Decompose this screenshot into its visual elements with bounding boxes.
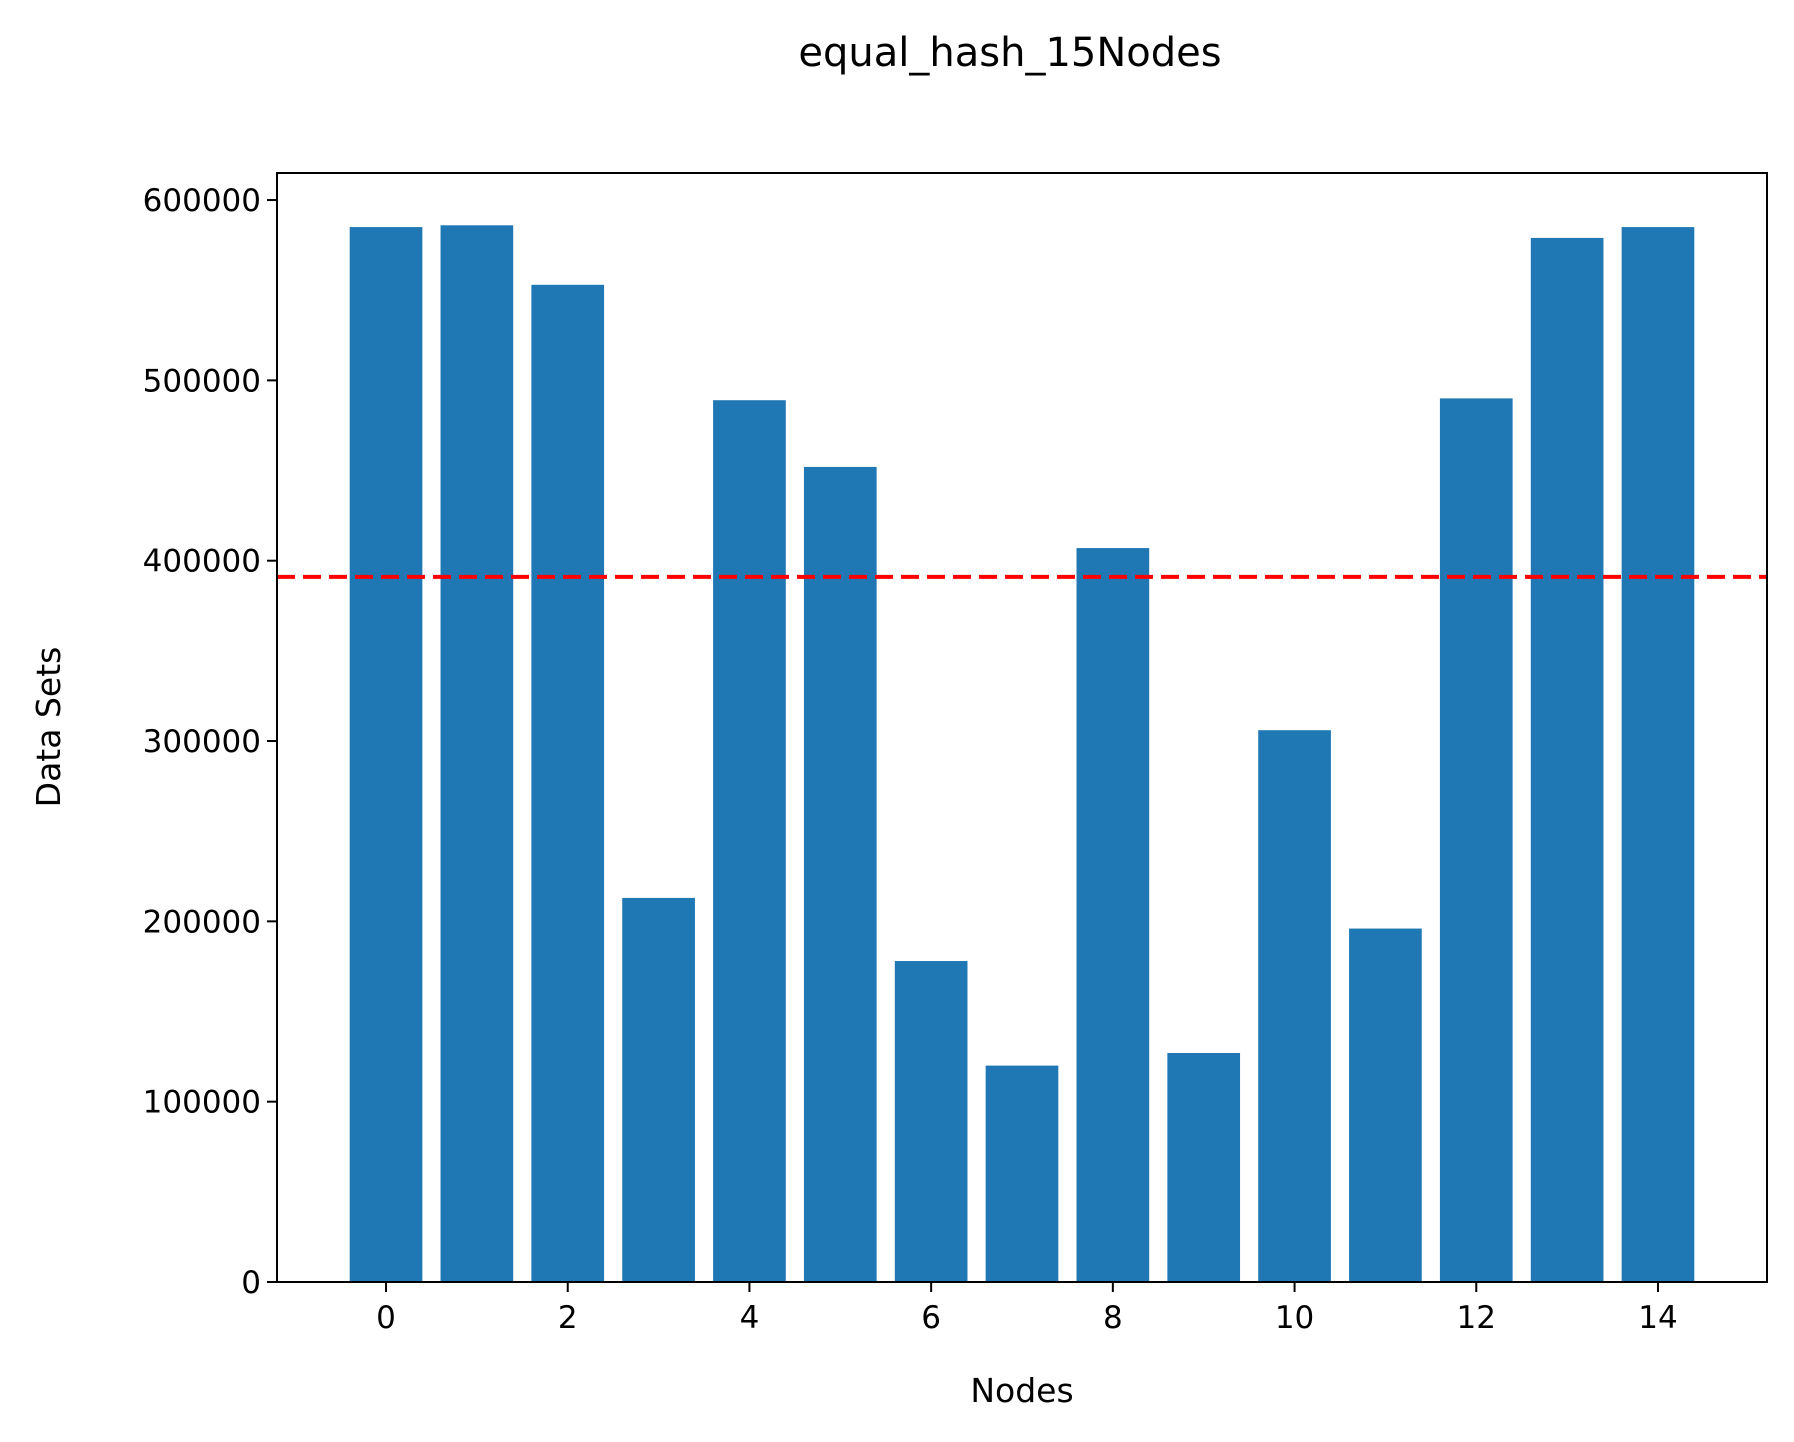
x-tick-label: 0 [376, 1300, 396, 1336]
x-tick-label: 10 [1275, 1300, 1314, 1336]
y-tick-label: 400000 [143, 544, 261, 580]
x-axis-ticks: 0 2 4 6 8 10 12 14 [376, 1282, 1678, 1336]
y-tick-label: 300000 [143, 724, 261, 760]
y-tick-label: 100000 [143, 1085, 261, 1121]
bar-node-10 [1258, 730, 1331, 1282]
x-tick-label: 12 [1457, 1300, 1496, 1336]
bar-node-11 [1349, 928, 1422, 1282]
y-tick-label: 0 [241, 1265, 261, 1301]
y-tick-label: 600000 [143, 183, 261, 219]
x-tick-label: 8 [1103, 1300, 1123, 1336]
bar-node-9 [1167, 1052, 1241, 1282]
bar-node-1 [440, 225, 514, 1282]
x-tick-label: 4 [740, 1300, 760, 1336]
bar-node-3 [622, 897, 695, 1282]
x-tick-label: 2 [558, 1300, 578, 1336]
bar-node-5 [803, 466, 877, 1283]
y-tick-label: 500000 [143, 363, 261, 399]
bar-node-7 [985, 1065, 1059, 1282]
bar-node-8 [1076, 548, 1150, 1282]
bar-node-13 [1530, 237, 1604, 1282]
bar-node-2 [531, 284, 605, 1282]
plot-frame [276, 172, 1768, 1283]
bar-node-6 [894, 961, 968, 1282]
bar-node-12 [1439, 398, 1513, 1282]
y-axis-ticks: 0 100000 200000 300000 400000 500000 600000 [143, 183, 277, 1301]
bar-node-14 [1621, 227, 1695, 1283]
bar-node-4 [713, 400, 786, 1283]
x-tick-label: 6 [921, 1300, 941, 1336]
bar-node-0 [349, 227, 423, 1283]
chart-title: equal_hash_15Nodes [798, 30, 1221, 76]
y-axis-label: Data Sets [29, 647, 68, 808]
y-tick-label: 200000 [143, 904, 261, 940]
x-axis-label: Nodes [970, 1371, 1073, 1410]
x-tick-label: 14 [1638, 1300, 1677, 1336]
bars-group [349, 225, 1695, 1283]
